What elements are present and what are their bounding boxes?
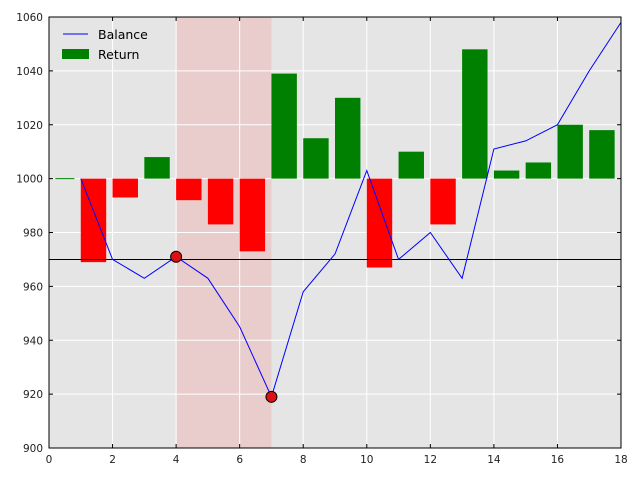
return-bar <box>493 170 520 179</box>
balance-line-layer <box>80 22 622 399</box>
markers-layer <box>170 250 278 403</box>
legend-balance-label: Balance <box>98 27 148 42</box>
return-bar <box>525 162 552 179</box>
return-bar <box>462 49 488 179</box>
y-tick-label: 1060 <box>16 12 43 24</box>
y-tick-label: 980 <box>23 228 43 240</box>
y-tick-label: 1020 <box>16 120 43 132</box>
return-bar <box>430 178 456 225</box>
return-bar <box>207 178 234 225</box>
x-tick-label: 18 <box>614 454 627 466</box>
y-tick-label: 920 <box>23 389 43 401</box>
x-tick-label: 6 <box>236 454 243 466</box>
ticks-layer: 0 2 4 6 8 10 12 14 16 18 900 920 940 960 980 1000 1020 10… <box>16 12 627 466</box>
y-tick-label: 960 <box>23 281 43 293</box>
x-tick-label: 8 <box>300 454 307 466</box>
return-bar <box>398 151 424 179</box>
legend-return-label: Return <box>98 47 139 62</box>
return-bar <box>112 178 138 198</box>
return-bar <box>144 157 170 179</box>
highlight-marker <box>170 250 183 263</box>
return-bar <box>271 73 297 179</box>
legend-return-swatch <box>62 49 89 59</box>
y-tick-label: 940 <box>23 335 43 347</box>
return-bar <box>303 138 329 179</box>
return-bar <box>80 178 107 263</box>
legend: Balance Return <box>62 27 148 62</box>
balance-line <box>80 22 622 399</box>
x-tick-label: 16 <box>551 454 565 466</box>
x-tick-label: 14 <box>487 454 501 466</box>
highlight-marker <box>265 390 278 403</box>
return-bar <box>335 97 361 179</box>
x-tick-label: 12 <box>424 454 437 466</box>
x-tick-label: 2 <box>109 454 116 466</box>
y-tick-label: 1000 <box>16 174 43 186</box>
y-tick-label: 1040 <box>16 66 43 78</box>
bars-layer <box>55 49 615 268</box>
return-bar <box>366 178 393 268</box>
y-tick-label: 900 <box>23 443 43 455</box>
x-tick-label: 0 <box>46 454 53 466</box>
x-tick-label: 4 <box>173 454 180 466</box>
return-bar <box>239 178 266 252</box>
return-bar <box>589 130 615 179</box>
return-bar <box>557 124 583 179</box>
return-bar <box>176 178 202 201</box>
x-tick-label: 10 <box>360 454 373 466</box>
